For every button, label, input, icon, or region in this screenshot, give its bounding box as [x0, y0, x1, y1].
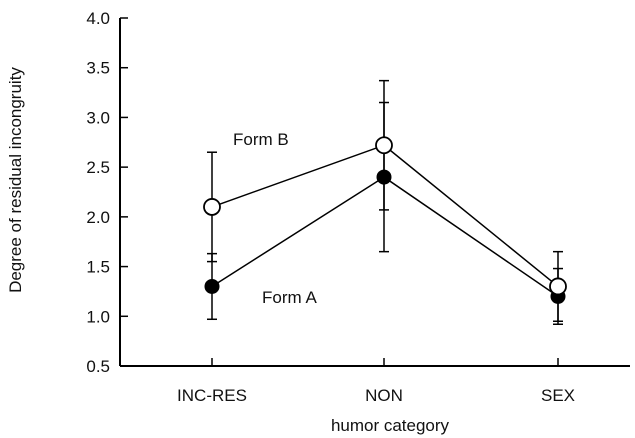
y-tick-label: 3.5	[86, 59, 110, 78]
y-tick-label: 2.5	[86, 158, 110, 177]
y-tick-label: 3.0	[86, 108, 110, 127]
data-point-form-b	[203, 198, 221, 216]
x-tick-label: SEX	[541, 386, 575, 405]
x-tick-label: INC-RES	[177, 386, 247, 405]
series-label-form-a: Form A	[262, 288, 317, 307]
data-point-form-a	[204, 278, 220, 294]
series-lines	[211, 144, 559, 298]
data-point-form-a	[376, 169, 392, 185]
series-label-form-b: Form B	[233, 130, 289, 149]
data-point-form-b	[375, 136, 393, 155]
x-ticks: INC-RES NON SEX	[177, 358, 575, 405]
axes	[119, 18, 630, 367]
error-bars	[207, 79, 563, 325]
series-line-form-a	[211, 176, 559, 298]
data-point-form-b	[549, 277, 567, 296]
y-tick-label: 4.0	[86, 9, 110, 28]
y-tick-label: 0.5	[86, 357, 110, 376]
x-tick-label: NON	[365, 386, 403, 405]
y-tick-label: 2.0	[86, 208, 110, 227]
x-axis-title: humor category	[331, 416, 450, 435]
series-line-form-b	[211, 144, 559, 288]
series-points	[203, 136, 567, 304]
y-tick-label: 1.0	[86, 307, 110, 326]
y-axis-title: Degree of residual incongruity	[6, 67, 25, 293]
y-tick-label: 1.5	[86, 258, 110, 277]
y-ticks: 0.5 1.0 1.5 2.0 2.5 3.0 3.5 4.0	[86, 9, 128, 376]
